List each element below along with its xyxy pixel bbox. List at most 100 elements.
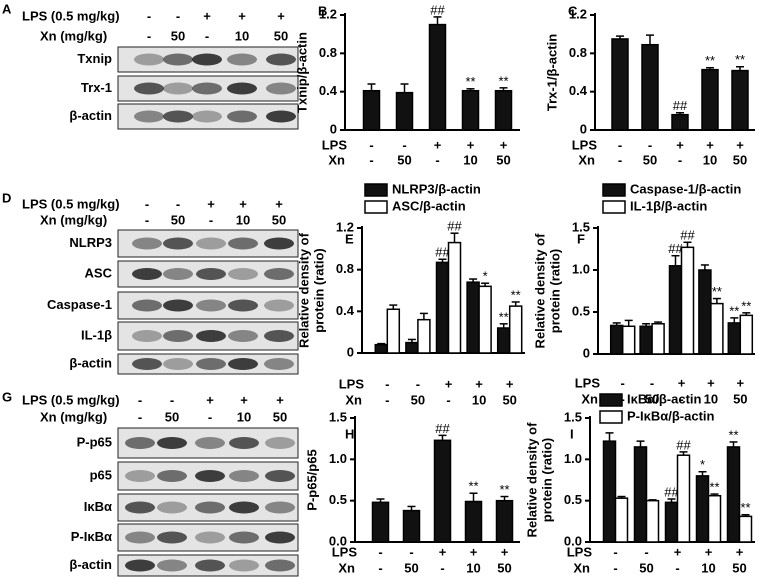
condition-label: Xn xyxy=(345,392,362,407)
condition-value: - xyxy=(621,375,625,390)
blot-band xyxy=(157,470,187,482)
y-tick-label: 0.4 xyxy=(569,83,588,98)
blot-band xyxy=(229,437,259,449)
bar xyxy=(611,38,629,131)
significance-label: ## xyxy=(680,228,695,243)
blot-band xyxy=(195,437,225,449)
bar xyxy=(435,261,450,354)
bar xyxy=(738,515,753,543)
error-bar xyxy=(407,338,416,343)
condition-value: 50 xyxy=(411,392,425,407)
legend-swatch xyxy=(602,200,626,214)
significance-label: ** xyxy=(728,427,738,442)
bar xyxy=(508,305,523,354)
legend-swatch xyxy=(599,393,623,407)
panel-letter: E xyxy=(345,231,354,246)
condition-value: - xyxy=(147,8,151,23)
y-tick-label: 0 xyxy=(330,121,337,136)
bar xyxy=(680,246,695,355)
bar xyxy=(651,323,665,355)
bar xyxy=(698,269,712,355)
significance-label: ** xyxy=(705,53,715,68)
blot-band xyxy=(228,299,258,312)
condition-value: - xyxy=(618,152,622,167)
bar xyxy=(466,281,480,354)
y-tick-label: 0.5 xyxy=(329,492,347,507)
error-bar xyxy=(700,264,709,270)
error-bar xyxy=(742,312,751,316)
condition-value: 10 xyxy=(463,152,477,167)
blot-band xyxy=(228,358,258,370)
condition-value: + xyxy=(207,196,215,211)
bar xyxy=(676,454,691,543)
condition-value: - xyxy=(369,152,373,167)
condition-label: Xn xyxy=(338,560,355,575)
legend-swatch xyxy=(364,200,388,214)
bar xyxy=(727,322,742,355)
blot-band xyxy=(125,531,155,544)
significance-label: ** xyxy=(740,500,750,515)
error-bar xyxy=(438,434,447,441)
blot-row-label: NLRP3 xyxy=(69,235,112,250)
blot-band xyxy=(266,110,296,123)
blot-band xyxy=(163,330,193,342)
legend-label: Caspase-1/β-actin xyxy=(630,181,741,196)
panel-letter: D xyxy=(2,190,11,205)
condition-value: - xyxy=(385,392,389,407)
blot-band xyxy=(265,437,295,449)
y-tick-label: 1.5 xyxy=(564,409,582,424)
blot-band xyxy=(196,237,226,250)
condition-value: 50 xyxy=(171,28,185,43)
blot-band xyxy=(196,268,226,280)
bar xyxy=(362,89,381,131)
y-tick-label: 0 xyxy=(583,345,590,360)
error-bar xyxy=(654,321,663,324)
blot-band xyxy=(125,501,155,514)
bar xyxy=(464,500,483,543)
bar xyxy=(645,499,660,543)
panel-letter: F xyxy=(577,231,585,246)
blot-band xyxy=(228,330,258,342)
condition-value: - xyxy=(613,560,617,575)
condition-value: + xyxy=(445,376,453,391)
blot-band xyxy=(264,299,294,312)
bar xyxy=(695,475,710,543)
error-bar xyxy=(679,451,688,456)
condition-value: + xyxy=(439,544,447,559)
error-bar xyxy=(419,312,428,320)
bar xyxy=(374,343,389,354)
error-bar xyxy=(605,432,614,442)
y-tick-label: 0.0 xyxy=(329,533,347,548)
bar xyxy=(417,318,431,354)
panel-letter: H xyxy=(345,426,354,441)
condition-value: + xyxy=(736,544,744,559)
bar xyxy=(739,314,754,355)
y-tick-label: 1.5 xyxy=(329,409,347,424)
y-tick-label: 0.8 xyxy=(336,261,354,276)
condition-label: Xn xyxy=(578,152,595,167)
bar xyxy=(371,501,390,543)
bar xyxy=(707,494,722,543)
error-bar xyxy=(511,301,520,307)
blot-band xyxy=(227,110,257,123)
legend-label: P-IκBα/β-actin xyxy=(627,408,715,423)
significance-label: ## xyxy=(447,219,462,234)
blot-band xyxy=(163,299,193,312)
condition-label: LPS (0.5 mg/kg) xyxy=(22,196,120,211)
legend-swatch xyxy=(599,410,623,424)
condition-label: LPS xyxy=(339,376,365,391)
condition-value: + xyxy=(501,544,509,559)
condition-value: 50 xyxy=(273,409,287,424)
condition-value: + xyxy=(206,392,214,407)
error-bar xyxy=(450,232,459,243)
error-bar xyxy=(499,323,508,328)
blot-band xyxy=(264,237,294,250)
bar xyxy=(701,68,719,131)
blot-band xyxy=(163,268,193,280)
y-tick-label: 1.2 xyxy=(319,6,337,21)
y-tick-label: 1.0 xyxy=(564,451,582,466)
condition-value: + xyxy=(239,196,247,211)
significance-label: ## xyxy=(664,484,679,499)
blot-band xyxy=(195,531,225,544)
condition-value: - xyxy=(679,391,683,406)
